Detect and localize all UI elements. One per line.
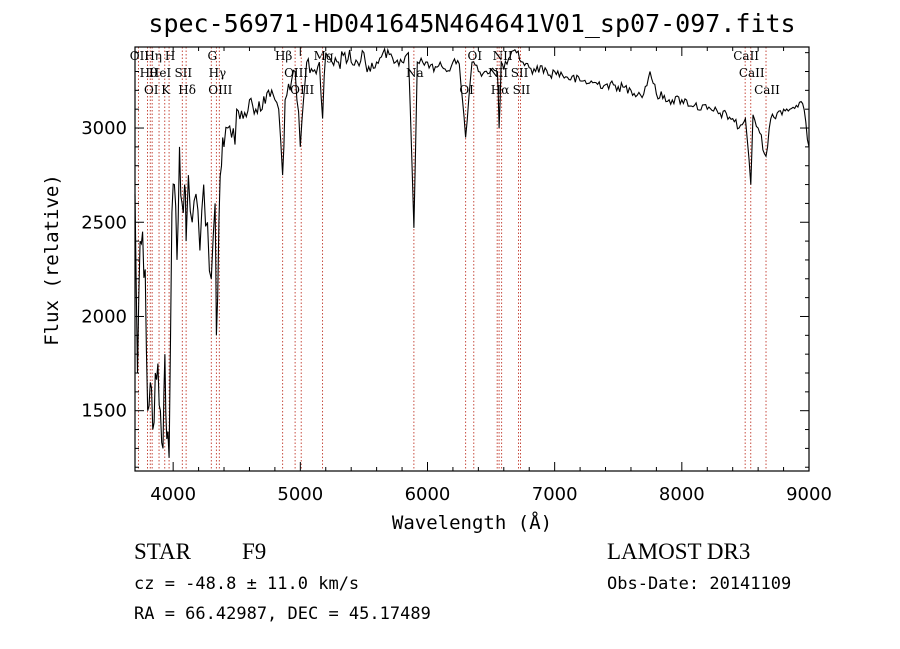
obs-date: Obs-Date: 20141109	[607, 574, 792, 594]
x-tick-label: 7000	[532, 484, 578, 505]
spectral-line-label: CaII	[739, 66, 765, 80]
y-tick-label: 3000	[81, 118, 127, 139]
flux-series-line	[134, 47, 810, 458]
data-release: LAMOST DR3	[607, 539, 751, 564]
spectral-line-label: Hβ	[275, 49, 292, 63]
spectral-line-label: HeI	[149, 66, 172, 80]
spectral-line-label: Hθ	[140, 66, 158, 80]
spectral-line-label: Mg	[314, 49, 334, 63]
axis-ticks: 4000 5000 6000 7000 8000 9000 1500 2000 2500 3000	[81, 47, 832, 505]
y-tick-label: 2000	[81, 306, 127, 327]
spectral-line-labels: OIIHθOIHηHeIKHSIIHδGHγOIIIHβOIIIOIIIMgNa…	[130, 49, 780, 97]
spectral-line-markers	[137, 47, 767, 471]
spectral-line-label: K	[161, 83, 171, 97]
coordinates: RA = 66.42987, DEC = 45.17489	[134, 604, 431, 624]
x-tick-label: 6000	[405, 484, 451, 505]
x-tick-label: 4000	[150, 484, 196, 505]
object-class: STAR	[134, 539, 191, 564]
spectral-line-label: Hδ	[178, 83, 196, 97]
spectral-line-label: Hγ	[209, 66, 227, 80]
spectral-line-label: OIII	[290, 83, 314, 97]
cz-value: cz = -48.8 ± 11.0 km/s	[134, 574, 360, 594]
spectral-line-label: Na	[406, 66, 424, 80]
x-tick-label: 8000	[659, 484, 705, 505]
spectral-line-label: SII	[174, 66, 192, 80]
spectral-line-label: OIII	[208, 83, 232, 97]
spectral-line-label: OI	[467, 49, 482, 63]
spectral-line-label: SII	[511, 66, 529, 80]
spectral-line-label: H	[165, 49, 175, 63]
y-tick-label: 2500	[81, 212, 127, 233]
spectral-line-label: CaII	[733, 49, 759, 63]
spectral-line-label: G	[208, 49, 218, 63]
x-tick-label: 9000	[786, 484, 832, 505]
spectral-line-label: CaII	[754, 83, 780, 97]
x-axis-label: Wavelength (Å)	[392, 511, 552, 534]
x-tick-label: 5000	[277, 484, 323, 505]
chart-title: spec-56971-HD041645N464641V01_sp07-097.f…	[148, 9, 795, 38]
spectral-line-label: OI	[144, 83, 159, 97]
y-tick-label: 1500	[81, 401, 127, 422]
spectral-line-label: OIII	[284, 66, 308, 80]
spectral-line-label: Hη	[144, 49, 162, 63]
spectral-line-label: NII	[488, 66, 508, 80]
subclass: F9	[242, 539, 267, 564]
spectral-line-label: OI	[459, 83, 474, 97]
plot-frame	[134, 46, 810, 472]
spectral-line-label: SII	[513, 83, 531, 97]
y-axis-label: Flux (relative)	[41, 174, 63, 346]
